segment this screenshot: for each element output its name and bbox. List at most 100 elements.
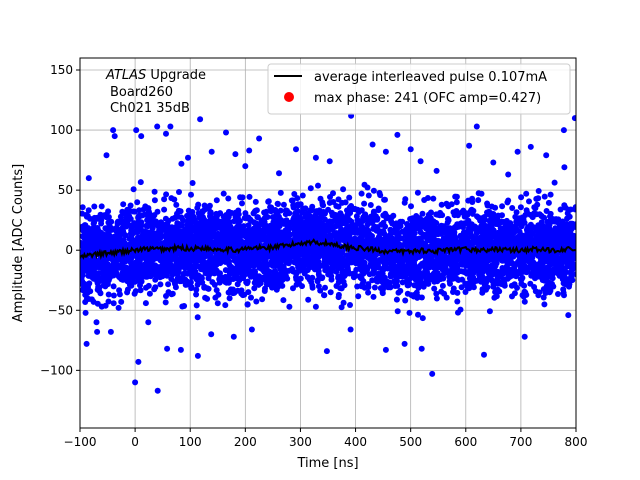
- scatter-point: [249, 240, 256, 247]
- scatter-point: [241, 272, 248, 279]
- scatter-point: [491, 294, 498, 301]
- scatter-point: [98, 220, 105, 227]
- scatter-point: [120, 201, 127, 208]
- scatter-point: [139, 212, 146, 219]
- scatter-point: [86, 280, 93, 287]
- scatter-point: [428, 252, 435, 259]
- scatter-point: [358, 207, 365, 214]
- scatter-point: [261, 218, 268, 225]
- scatter-point: [551, 179, 558, 186]
- scatter-point: [450, 289, 456, 295]
- scatter-point: [449, 262, 456, 269]
- scatter-point: [419, 210, 426, 217]
- scatter-point: [447, 280, 453, 287]
- scatter-point: [513, 227, 520, 234]
- scatter-point: [325, 206, 332, 213]
- scatter-point: [504, 261, 511, 268]
- scatter-point: [537, 251, 543, 258]
- scatter-point: [282, 211, 289, 218]
- scatter-point: [309, 232, 315, 239]
- scatter-point: [552, 225, 559, 232]
- scatter-point: [466, 285, 473, 292]
- scatter-point: [518, 194, 525, 201]
- scatter-point: [535, 270, 542, 277]
- scatter-point: [137, 226, 144, 233]
- scatter-point: [94, 278, 101, 285]
- scatter-point: [284, 226, 291, 233]
- scatter-point: [137, 282, 143, 289]
- scatter-point: [377, 285, 384, 292]
- scatter-point: [80, 260, 84, 267]
- scatter-point: [184, 281, 190, 288]
- scatter-point: [295, 259, 302, 266]
- scatter-point: [503, 241, 510, 248]
- scatter-point: [201, 202, 208, 209]
- scatter-point: [245, 289, 252, 296]
- scatter-point: [306, 276, 313, 283]
- scatter-point: [387, 226, 394, 233]
- scatter-point: [424, 217, 431, 224]
- scatter-point: [336, 222, 343, 229]
- scatter-point: [244, 301, 251, 308]
- scatter-point: [94, 263, 101, 270]
- scatter-point: [206, 271, 213, 278]
- scatter-point: [518, 276, 525, 283]
- scatter-point: [82, 309, 89, 316]
- scatter-point: [202, 294, 209, 301]
- scatter-point: [161, 206, 168, 213]
- scatter-point: [443, 294, 450, 301]
- scatter-point: [250, 219, 257, 226]
- scatter-point: [226, 238, 233, 244]
- scatter-point: [290, 246, 297, 253]
- scatter-point: [316, 216, 323, 223]
- scatter-point: [157, 281, 164, 288]
- scatter-point: [162, 215, 169, 222]
- scatter-point: [157, 219, 164, 226]
- scatter-point: [230, 265, 237, 272]
- scatter-point: [477, 217, 484, 224]
- scatter-point: [415, 311, 421, 318]
- scatter-point: [119, 230, 126, 237]
- scatter-point: [261, 209, 268, 216]
- scatter-point: [513, 209, 520, 216]
- scatter-point: [157, 230, 164, 237]
- scatter-point: [252, 198, 259, 205]
- scatter-point: [119, 260, 126, 267]
- scatter-point: [438, 201, 445, 208]
- scatter-point: [361, 212, 368, 218]
- scatter-point: [398, 261, 405, 268]
- scatter-point: [169, 215, 176, 222]
- scatter-point: [207, 213, 213, 220]
- scatter-point: [421, 233, 428, 240]
- scatter-point: [164, 261, 171, 268]
- scatter-point: [319, 275, 325, 282]
- scatter-point: [269, 284, 276, 291]
- scatter-point: [280, 234, 287, 241]
- scatter-point: [519, 214, 526, 221]
- scatter-point: [556, 222, 563, 229]
- scatter-point: [298, 231, 305, 238]
- scatter-point: [266, 223, 273, 230]
- scatter-point: [91, 203, 98, 210]
- scatter-point: [361, 200, 368, 207]
- scatter-point: [380, 266, 387, 273]
- scatter-point: [255, 226, 262, 233]
- scatter-point: [379, 229, 386, 236]
- scatter-point: [330, 254, 337, 261]
- scatter-point: [514, 270, 521, 277]
- scatter-point: [231, 218, 237, 225]
- scatter-point: [194, 314, 201, 321]
- scatter-point: [179, 303, 186, 310]
- scatter-point: [546, 257, 553, 264]
- scatter-point: [539, 277, 546, 284]
- scatter-point: [189, 180, 196, 186]
- scatter-point: [154, 252, 161, 259]
- scatter-point: [250, 210, 257, 217]
- scatter-point: [379, 290, 386, 297]
- scatter-point: [458, 261, 465, 268]
- scatter-point: [147, 273, 154, 280]
- scatter-point: [554, 262, 561, 268]
- scatter-point: [242, 210, 249, 217]
- scatter-point: [454, 298, 461, 305]
- scatter-point: [213, 197, 220, 204]
